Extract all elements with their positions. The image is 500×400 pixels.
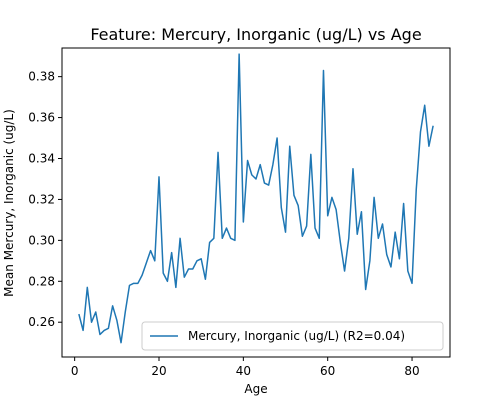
y-tick-label: 0.34: [28, 152, 55, 166]
legend: Mercury, Inorganic (ug/L) (R2=0.04): [141, 321, 444, 351]
x-tick-label: 40: [236, 364, 251, 378]
y-axis-ticks: 0.26 0.28 0.30 0.32 0.34 0.36 0.38: [28, 70, 62, 329]
legend-entry-label: Mercury, Inorganic (ug/L) (R2=0.04): [188, 329, 405, 343]
y-tick-label: 0.32: [28, 192, 55, 206]
y-axis-label: Mean Mercury, Inorganic (ug/L): [2, 109, 16, 297]
x-tick-label: 0: [71, 364, 79, 378]
x-tick-label: 80: [404, 364, 419, 378]
x-tick-label: 20: [151, 364, 166, 378]
x-tick-label: 60: [320, 364, 335, 378]
series-line-0: [78, 53, 434, 344]
y-tick-label: 0.30: [28, 233, 55, 247]
plot-frame: [61, 47, 451, 358]
y-tick-label: 0.28: [28, 274, 55, 288]
y-tick-label: 0.26: [28, 315, 55, 329]
chart-title: Feature: Mercury, Inorganic (ug/L) vs Ag…: [90, 25, 421, 44]
x-axis-ticks: 0 20 40 60 80: [71, 357, 420, 378]
legend-box: [141, 321, 444, 351]
y-tick-label: 0.36: [28, 111, 55, 125]
series-layer: [78, 53, 434, 344]
y-tick-label: 0.38: [28, 70, 55, 84]
x-axis-label: Age: [244, 382, 267, 396]
